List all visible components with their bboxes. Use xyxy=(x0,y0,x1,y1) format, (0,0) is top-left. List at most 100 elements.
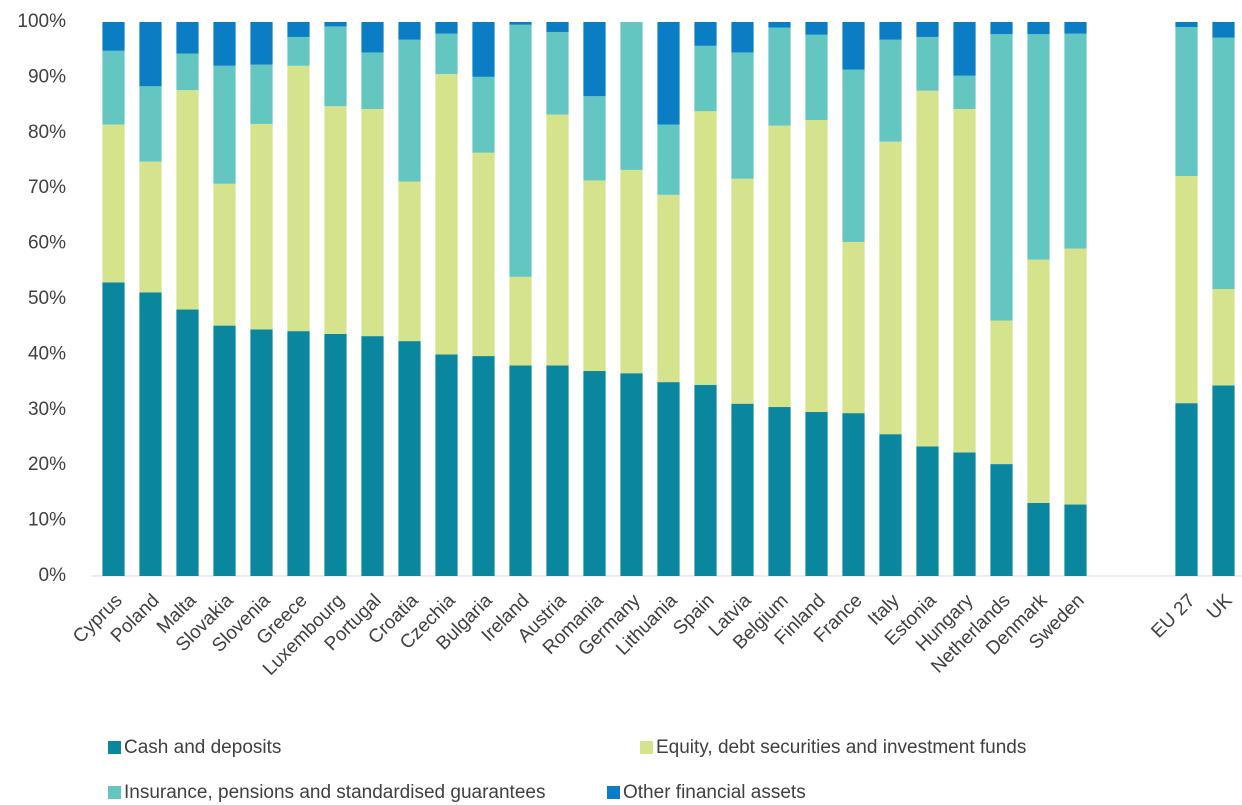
bar-segment xyxy=(398,22,421,40)
x-tick-label: UK xyxy=(1203,590,1237,624)
bar-segment xyxy=(768,27,791,126)
bar-segment xyxy=(1064,504,1087,576)
y-tick-label: 70% xyxy=(28,177,66,198)
bar-segment xyxy=(657,382,680,576)
bar-segment xyxy=(287,22,310,37)
bar-segment xyxy=(694,384,717,576)
bar-segment xyxy=(176,90,199,310)
bar-segment xyxy=(657,22,680,125)
bar-segment xyxy=(583,371,606,576)
bar-segment xyxy=(509,276,532,366)
bar-segment xyxy=(509,365,532,576)
bar-segment xyxy=(953,452,976,576)
bar-segment xyxy=(583,180,606,372)
bar-segment xyxy=(287,65,310,332)
bar-segment xyxy=(694,111,717,385)
bar-segment xyxy=(879,22,902,40)
bar-segment xyxy=(435,22,458,34)
bar-segment xyxy=(1212,37,1235,290)
bar-segment xyxy=(102,124,125,283)
bar-segment xyxy=(953,22,976,76)
bar-segment xyxy=(916,36,939,91)
bar-segment xyxy=(398,341,421,576)
bar-segment xyxy=(953,75,976,109)
bar-segment xyxy=(176,309,199,576)
bar-segment xyxy=(731,178,754,404)
y-tick-label: 40% xyxy=(28,343,66,364)
bar-segment xyxy=(324,106,347,334)
bar-segment xyxy=(916,22,939,37)
bar-segment xyxy=(213,325,236,576)
bar-segment xyxy=(731,52,754,179)
bar-segment xyxy=(842,22,865,70)
bar-segment xyxy=(842,69,865,242)
legend-label: Equity, debt securities and investment f… xyxy=(656,737,1026,758)
bar-segment xyxy=(768,125,791,408)
y-tick-label: 90% xyxy=(28,66,66,87)
bar-segment xyxy=(139,22,162,87)
bar-segment xyxy=(250,22,273,65)
bar-segment xyxy=(250,123,273,330)
bar-segment xyxy=(731,403,754,576)
bar-segment xyxy=(1064,33,1087,249)
y-tick-label: 80% xyxy=(28,122,66,143)
bar-segment xyxy=(1175,26,1198,177)
bar-segment xyxy=(990,320,1013,465)
bar-segment xyxy=(509,22,532,25)
bar-segment xyxy=(1027,22,1050,35)
bar-segment xyxy=(361,52,384,109)
bar-segment xyxy=(1175,403,1198,576)
bar-segment xyxy=(583,22,606,97)
bar-segment xyxy=(250,329,273,576)
bar-segment xyxy=(287,36,310,66)
bar-segment xyxy=(324,333,347,576)
bar-segment xyxy=(1212,22,1235,38)
bar-segment xyxy=(657,194,680,383)
bar-segment xyxy=(102,50,125,125)
bar-segment xyxy=(768,22,791,28)
bar-segment xyxy=(472,76,495,153)
bar-segment xyxy=(620,169,643,374)
bar-segment xyxy=(731,22,754,53)
bar-segment xyxy=(176,53,199,91)
legend-swatch xyxy=(108,741,121,754)
bar-segment xyxy=(1064,22,1087,34)
bar-segment xyxy=(842,241,865,414)
bar-segment xyxy=(213,65,236,184)
bar-segment xyxy=(472,152,495,357)
bar-segment xyxy=(694,22,717,46)
bar-segment xyxy=(250,64,273,124)
bar-segment xyxy=(361,108,384,337)
bar-segment xyxy=(361,336,384,576)
bar-segment xyxy=(990,464,1013,576)
bar-segment xyxy=(768,407,791,576)
bar-segment xyxy=(1064,248,1087,505)
legend-label: Insurance, pensions and standardised gua… xyxy=(124,782,545,803)
bar-segment xyxy=(546,365,569,576)
bar-segment xyxy=(1175,176,1198,404)
legend-swatch xyxy=(607,786,620,799)
bar-segment xyxy=(805,22,828,35)
legend-label: Other financial assets xyxy=(623,782,806,803)
bar-segment xyxy=(361,22,384,53)
y-tick-label: 60% xyxy=(28,233,66,254)
bar-segment xyxy=(324,26,347,107)
bar-segment xyxy=(916,90,939,447)
bar-segment xyxy=(1175,22,1198,27)
bar-segment xyxy=(472,356,495,576)
legend-swatch xyxy=(640,741,653,754)
bar-segment xyxy=(620,373,643,576)
bar-segment xyxy=(805,412,828,576)
bar-segment xyxy=(472,22,495,77)
y-tick-label: 30% xyxy=(28,399,66,420)
y-tick-label: 20% xyxy=(28,454,66,475)
bar-segment xyxy=(546,22,569,32)
bar-segment xyxy=(546,31,569,115)
bar-segment xyxy=(879,434,902,576)
bar-segment xyxy=(324,22,347,27)
bar-segment xyxy=(102,282,125,576)
bar-segment xyxy=(805,34,828,121)
bar-segment xyxy=(842,413,865,576)
bar-segment xyxy=(879,39,902,142)
bar-segment xyxy=(990,22,1013,35)
